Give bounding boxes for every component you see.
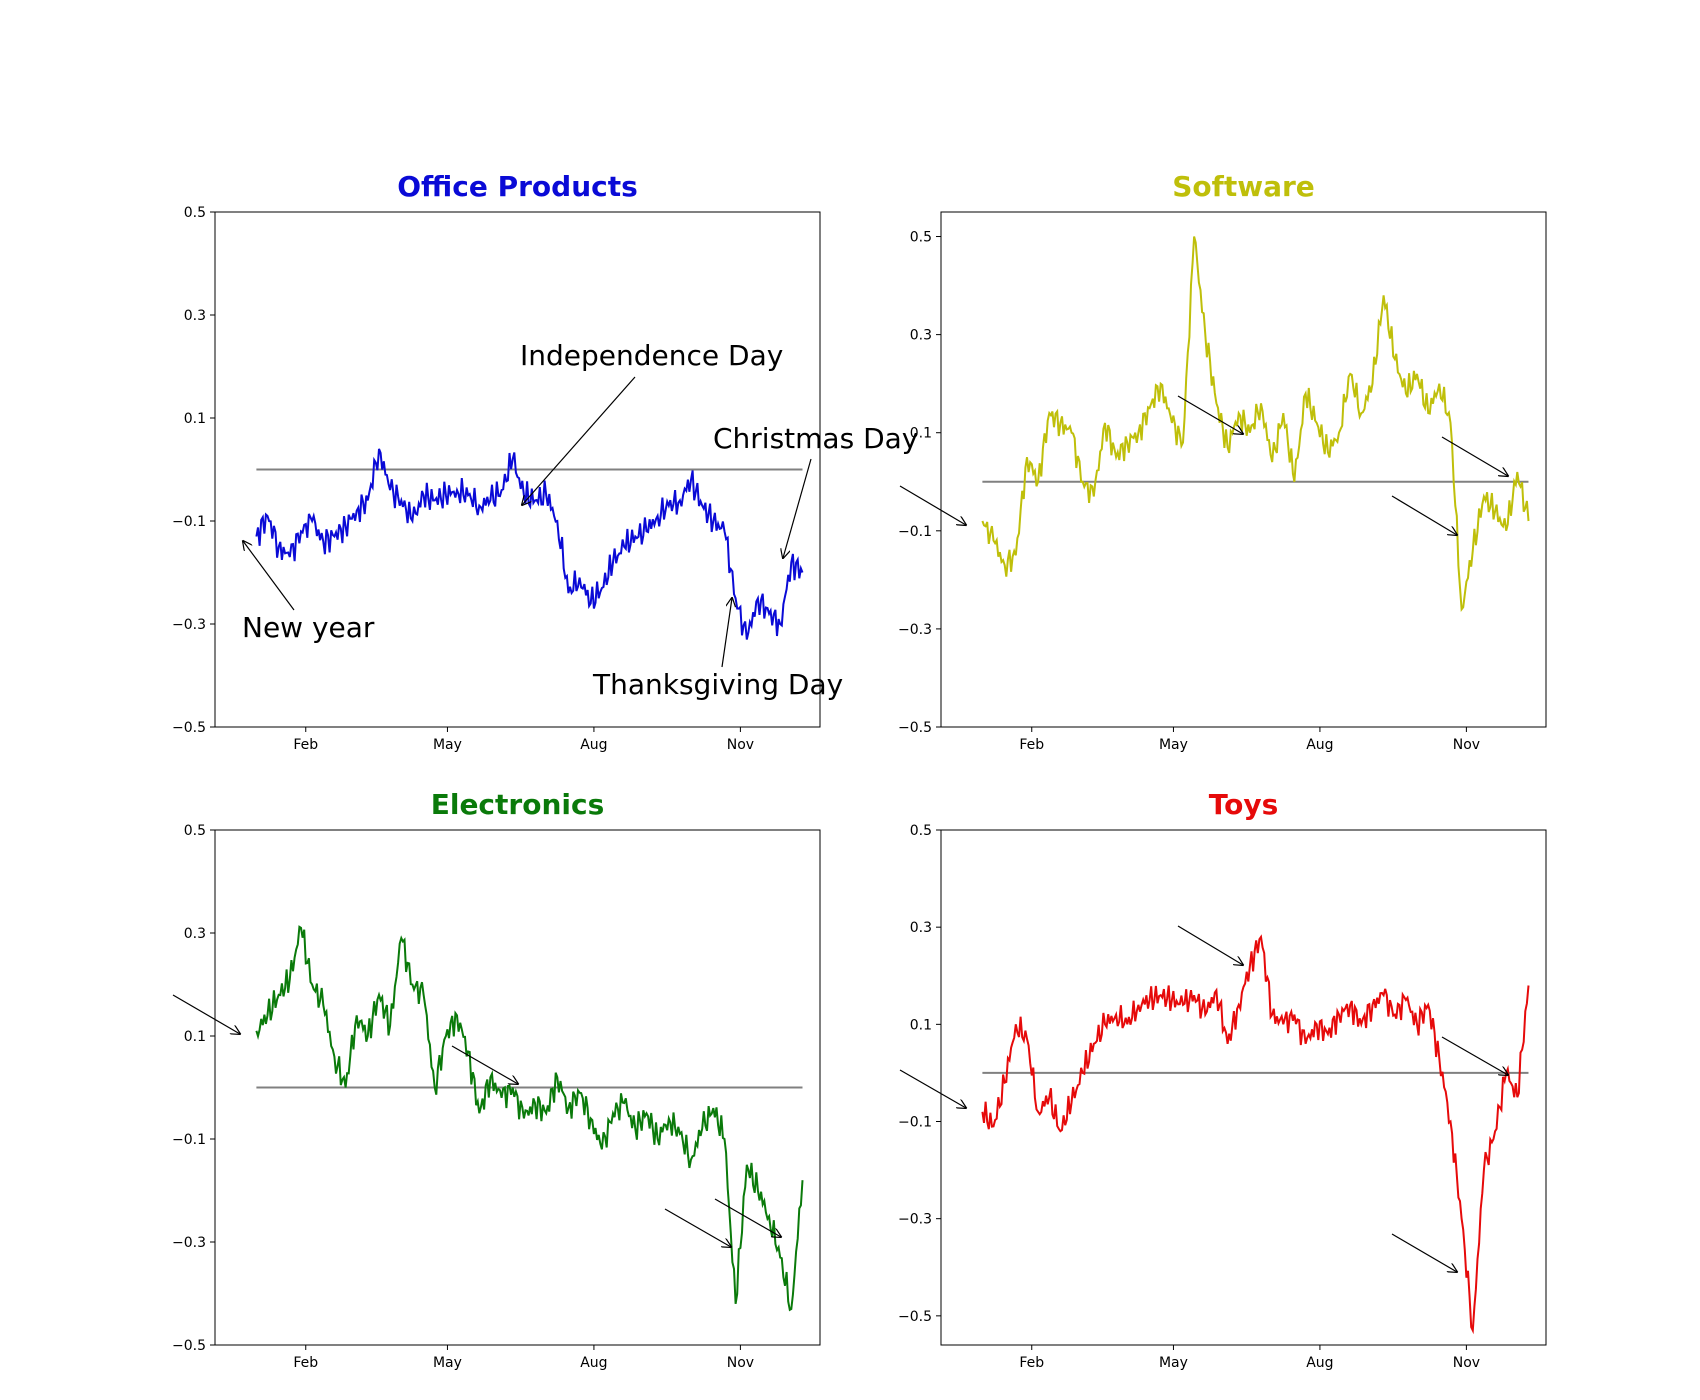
chart-panel-3: Toys −0.5 −0.3 −0.1 0.1 0.3 0.5 Feb May Aug Nov [898,788,1547,1371]
x-tick-label: Feb [1019,737,1044,753]
chart-panel-0: Office Products −0.5 −0.3 −0.1 0.1 0.3 0.5 Feb M… [172,170,918,753]
y-tick-label: −0.1 [898,1115,932,1131]
annotation-label: Christmas Day [713,422,918,455]
y-tick-label: 0.5 [184,205,206,221]
annotation-label: Thanksgiving Day [592,668,843,701]
axes-frame [214,211,821,728]
x-tick-label: Nov [1453,737,1480,753]
y-tick-label: −0.3 [898,622,932,638]
y-tick-label: −0.1 [172,1132,206,1148]
annotation-arrow [664,1208,731,1247]
y-tick-label: 0.3 [184,926,206,942]
chart-panel-2: Electronics −0.5 −0.3 −0.1 0.1 0.3 0.5 Feb May Au… [172,788,821,1371]
y-tick-label: −0.3 [172,1235,206,1251]
y-tick-label: 0.1 [910,426,932,442]
chart-panel-1: Software −0.5 −0.3 −0.1 0.1 0.3 0.5 Feb May Aug No… [898,170,1547,753]
x-tick-label: Aug [580,737,607,753]
y-tick-label: 0.1 [184,411,206,427]
x-tick-label: Nov [727,737,754,753]
y-tick-label: −0.3 [172,617,206,633]
x-tick-label: May [433,1355,462,1371]
y-tick-label: 0.5 [184,823,206,839]
annotation-arrow [1441,1036,1508,1075]
y-tick-label: 0.1 [910,1017,932,1033]
annotation-arrow [783,458,812,558]
chart-title: Office Products [397,170,638,203]
annotation-arrow [522,376,636,505]
y-tick-label: −0.5 [898,720,932,736]
annotation-arrow [243,541,295,611]
annotation-arrow [1391,1233,1457,1272]
y-tick-label: −0.5 [172,720,206,736]
series-line [981,934,1530,1335]
chart-title: Electronics [431,788,605,821]
x-tick-label: Aug [1306,1355,1333,1371]
annotation-arrow [1177,395,1243,434]
y-tick-label: 0.3 [184,308,206,324]
x-tick-label: Feb [293,737,318,753]
y-tick-label: 0.5 [910,230,932,246]
annotation-arrow [721,598,732,668]
x-tick-label: May [1159,737,1188,753]
annotation-arrow [714,1198,781,1237]
series-line [255,925,804,1312]
x-tick-label: May [433,737,462,753]
chart-title: Software [1172,170,1315,203]
annotation-arrow [451,1045,518,1084]
x-tick-label: Feb [1019,1355,1044,1371]
y-tick-label: 0.1 [184,1029,206,1045]
annotation-label: Independence Day [520,339,783,372]
y-tick-label: 0.3 [910,328,932,344]
axes-frame [940,829,1547,1346]
y-tick-label: −0.5 [172,1338,206,1354]
y-tick-label: 0.5 [910,823,932,839]
x-tick-label: Nov [727,1355,754,1371]
annotation-arrow [899,1069,966,1108]
y-tick-label: 0.3 [910,920,932,936]
axes-frame [214,829,821,1346]
y-tick-label: −0.5 [898,1309,932,1325]
annotation-arrow [899,485,966,525]
axes-frame [940,211,1547,728]
chart-title: Toys [1209,788,1279,821]
x-tick-label: Aug [1306,737,1333,753]
annotation-label: New year [242,611,375,644]
annotation-arrow [1441,436,1508,476]
y-tick-label: −0.1 [898,524,932,540]
x-tick-label: Aug [580,1355,607,1371]
y-tick-label: −0.3 [898,1212,932,1228]
annotation-arrow [172,994,240,1034]
annotation-arrow [1177,925,1243,965]
series-line [981,236,1530,613]
x-tick-label: May [1159,1355,1188,1371]
x-tick-label: Nov [1453,1355,1480,1371]
x-tick-label: Feb [293,1355,318,1371]
y-tick-label: −0.1 [172,514,206,530]
annotation-arrow [1391,495,1457,535]
